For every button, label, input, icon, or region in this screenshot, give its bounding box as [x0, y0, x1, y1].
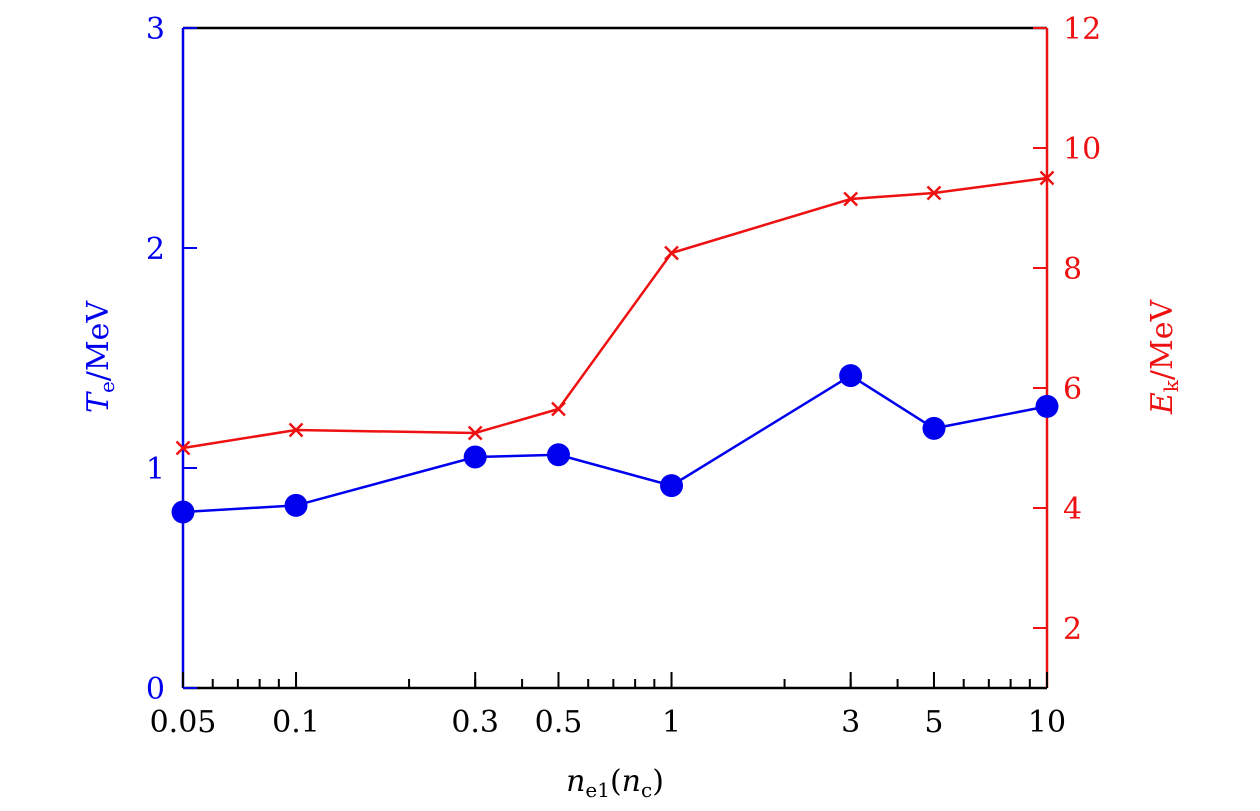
axis-labels: ne1(nc) Te/MeV Ek/MeV: [81, 299, 1183, 802]
y-left-axis-label: Te/MeV: [81, 300, 119, 413]
series-layer: [171, 170, 1059, 524]
x-marker-stroke: [926, 185, 942, 201]
x-tick-label: 0.1: [272, 705, 320, 740]
ek-data-point: [288, 422, 304, 438]
te-series-line: [182, 374, 1048, 514]
ek-data-point: [551, 401, 566, 417]
ek-data-point: [926, 185, 942, 201]
x-marker-stroke: [467, 425, 483, 441]
plot-frame: [181, 26, 1049, 690]
y-right-tick-label: 10: [1063, 132, 1101, 167]
y-left-tick-label: 3: [146, 12, 165, 47]
te-data-point: [839, 364, 863, 388]
x-tick-label: 10: [1028, 705, 1066, 740]
ek-data-point: [1039, 170, 1055, 186]
y-left-tick-label: 0: [146, 672, 165, 707]
te-data-point: [660, 474, 684, 498]
x-tick-label: 0.05: [150, 705, 217, 740]
x-axis-label: ne1(nc): [566, 764, 664, 802]
te-data-point: [1035, 394, 1059, 418]
y-right-tick-label: 2: [1063, 612, 1082, 647]
te-data-point: [284, 493, 308, 517]
ek-data-point: [175, 440, 191, 456]
te-data-point: [546, 443, 570, 467]
x-tick-label: 1: [662, 705, 681, 740]
y-left-tick-label: 1: [146, 452, 165, 487]
x-marker-stroke: [664, 245, 679, 261]
x-tick-label: 3: [841, 705, 860, 740]
y-right-tick-label: 6: [1063, 372, 1082, 407]
x-marker-stroke: [551, 401, 566, 417]
y-left-tick-label: 2: [146, 232, 165, 267]
ek-data-point: [467, 425, 483, 441]
x-tick-label: 0.5: [535, 705, 583, 740]
y-right-tick-label: 4: [1063, 492, 1082, 527]
ek-series-line: [182, 176, 1048, 450]
te-data-point: [922, 416, 946, 440]
x-tick-label: 0.3: [451, 705, 499, 740]
x-marker-stroke: [175, 440, 191, 456]
ek-data-point: [664, 245, 679, 261]
y-right-axis-label: Ek/MeV: [1145, 299, 1183, 416]
y-right-tick-label: 8: [1063, 252, 1082, 287]
te-data-point: [171, 500, 195, 524]
te-data-point: [463, 445, 487, 469]
x-marker-stroke: [1039, 170, 1055, 186]
y-right-tick-label: 12: [1063, 12, 1101, 47]
x-marker-stroke: [288, 422, 304, 438]
ek-data-point: [843, 191, 859, 207]
x-marker-stroke: [843, 191, 859, 207]
x-tick-label: 5: [924, 705, 943, 740]
